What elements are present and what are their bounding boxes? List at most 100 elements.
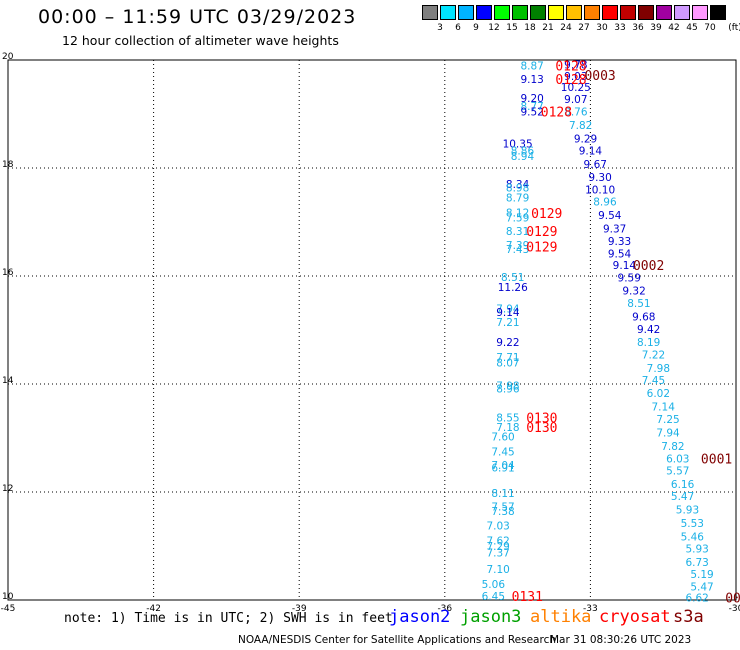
legend-label: 24 [560, 23, 572, 33]
wave-height-label: 10.35 [503, 139, 533, 151]
wave-height-label: 7.59 [506, 213, 529, 225]
wave-height-label: 8.51 [501, 272, 524, 284]
wave-height-label: 5.46 [681, 531, 705, 543]
legend-swatch [710, 5, 726, 20]
wave-height-label: 9.14 [579, 146, 603, 158]
wave-height-label: 9.54 [608, 248, 632, 260]
wave-height-label: 9.37 [603, 223, 626, 235]
wave-height-label: 6.45 [482, 591, 505, 603]
wave-height-label: 8.86 [511, 146, 535, 158]
wave-height-label: 7.82 [661, 441, 684, 453]
wave-height-label: 5.47 [690, 582, 713, 594]
wave-height-label: 7.18 [496, 422, 519, 434]
legend-label: 27 [578, 23, 590, 33]
wave-height-label: 9.14 [613, 260, 637, 272]
x-tick-label: -36 [437, 604, 452, 614]
legend-label: 70 [704, 23, 716, 33]
pass-time-label: 0129 [526, 240, 557, 255]
pass-time-label: 0129 [531, 207, 562, 222]
wave-height-label: 7.98 [647, 363, 670, 375]
satellite-cryosat: cryosat [599, 607, 671, 627]
wave-height-label: 5.93 [676, 504, 699, 516]
wave-height-label: 5.57 [666, 465, 689, 477]
footer-note: note: 1) Time is in UTC; 2) SWH is in fe… [64, 611, 393, 626]
legend-swatch [530, 5, 546, 20]
wave-height-label: 8.76 [564, 106, 588, 118]
wave-height-label: 9.29 [574, 133, 597, 145]
wave-height-label: 7.45 [491, 447, 514, 459]
legend-label: 6 [455, 23, 461, 33]
legend-swatch [476, 5, 492, 20]
plot-frame [7, 59, 737, 601]
legend-swatch [620, 5, 636, 20]
pass-time-label: 0128 [541, 105, 572, 120]
wave-height-label: 6.03 [666, 454, 689, 466]
wave-height-label: 7.71 [496, 352, 519, 364]
wave-height-label: 7.37 [486, 547, 509, 559]
satellite-s3a: s3a [673, 607, 704, 627]
wave-height-label: 8.12 [506, 207, 529, 219]
wave-height-label: 7.29 [486, 541, 509, 553]
wave-height-label: 9.13 [520, 74, 543, 86]
y-tick-label: 12 [2, 484, 13, 494]
legend-swatch [692, 5, 708, 20]
wave-height-label: 7.14 [652, 402, 676, 414]
wave-height-label: 9.52 [520, 106, 543, 118]
generation-timestamp: Mar 31 08:30:26 UTC 2023 [550, 634, 692, 646]
pass-time-label: 0003 [584, 69, 615, 84]
y-tick-label: 14 [2, 376, 14, 386]
wave-height-label: 9.30 [588, 172, 611, 184]
wave-height-label: 11.26 [498, 282, 528, 294]
wave-height-label: 7.45 [642, 375, 665, 387]
legend-swatch [548, 5, 564, 20]
legend-label: 42 [668, 23, 680, 33]
wave-height-label: 9.22 [496, 337, 519, 349]
wave-height-label: 6.91 [491, 463, 514, 475]
wave-height-label: 5.53 [681, 518, 704, 530]
wave-height-label: 8.51 [627, 298, 650, 310]
wave-height-label: 5.47 [671, 491, 694, 503]
legend-swatch [440, 5, 456, 20]
x-tick-label: -39 [292, 604, 307, 614]
wave-height-label: 7.25 [656, 414, 679, 426]
chart-subtitle: 12 hour collection of altimeter wave hei… [62, 33, 339, 48]
legend-label: 18 [524, 23, 536, 33]
wave-height-label: 7.94 [496, 303, 520, 315]
wave-height-label: 7.10 [486, 564, 509, 576]
legend-label: 3 [437, 23, 443, 33]
wave-height-label: 8.11 [491, 488, 514, 500]
legend-swatch [422, 5, 438, 20]
x-tick-label: -45 [1, 604, 16, 614]
wave-height-label: 9.07 [564, 94, 587, 106]
legend-swatch [674, 5, 690, 20]
wave-height-label: 7.57 [491, 502, 514, 514]
wave-height-label: 9.33 [608, 236, 631, 248]
wave-height-label: 9.14 [496, 307, 520, 319]
wave-height-label: 9.20 [520, 93, 543, 105]
wave-height-label: 9.59 [618, 273, 641, 285]
wave-height-label: 8.96 [593, 196, 617, 208]
legend-label: 9 [473, 23, 479, 33]
wave-height-label: 7.04 [491, 460, 515, 472]
satellite-altika: altika [530, 607, 592, 627]
wave-height-label: 8.07 [496, 357, 519, 369]
wave-height-label: 7.03 [486, 520, 509, 532]
y-tick-label: 18 [2, 160, 14, 170]
legend-swatch [584, 5, 600, 20]
x-tick-label: -30 [729, 604, 740, 614]
chart-title: 00:00 – 11:59 UTC 03/29/2023 [38, 6, 357, 28]
legend-swatch [656, 5, 672, 20]
wave-height-label: 7.60 [491, 431, 514, 443]
satellite-jason3: jason3 [460, 607, 522, 627]
pass-time-label: 0130 [526, 421, 557, 436]
legend-label: 36 [632, 23, 644, 33]
legend-label: 45 [686, 23, 698, 33]
legend-label: 12 [488, 23, 500, 33]
y-tick-label: 20 [2, 52, 14, 62]
legend-swatch [512, 5, 528, 20]
wave-height-label: 7.98 [496, 381, 519, 393]
wave-height-label: 8.19 [637, 337, 660, 349]
pass-time-label: 0128 [555, 73, 586, 88]
wave-height-label: 9.67 [584, 159, 607, 171]
legend-swatch [638, 5, 654, 20]
